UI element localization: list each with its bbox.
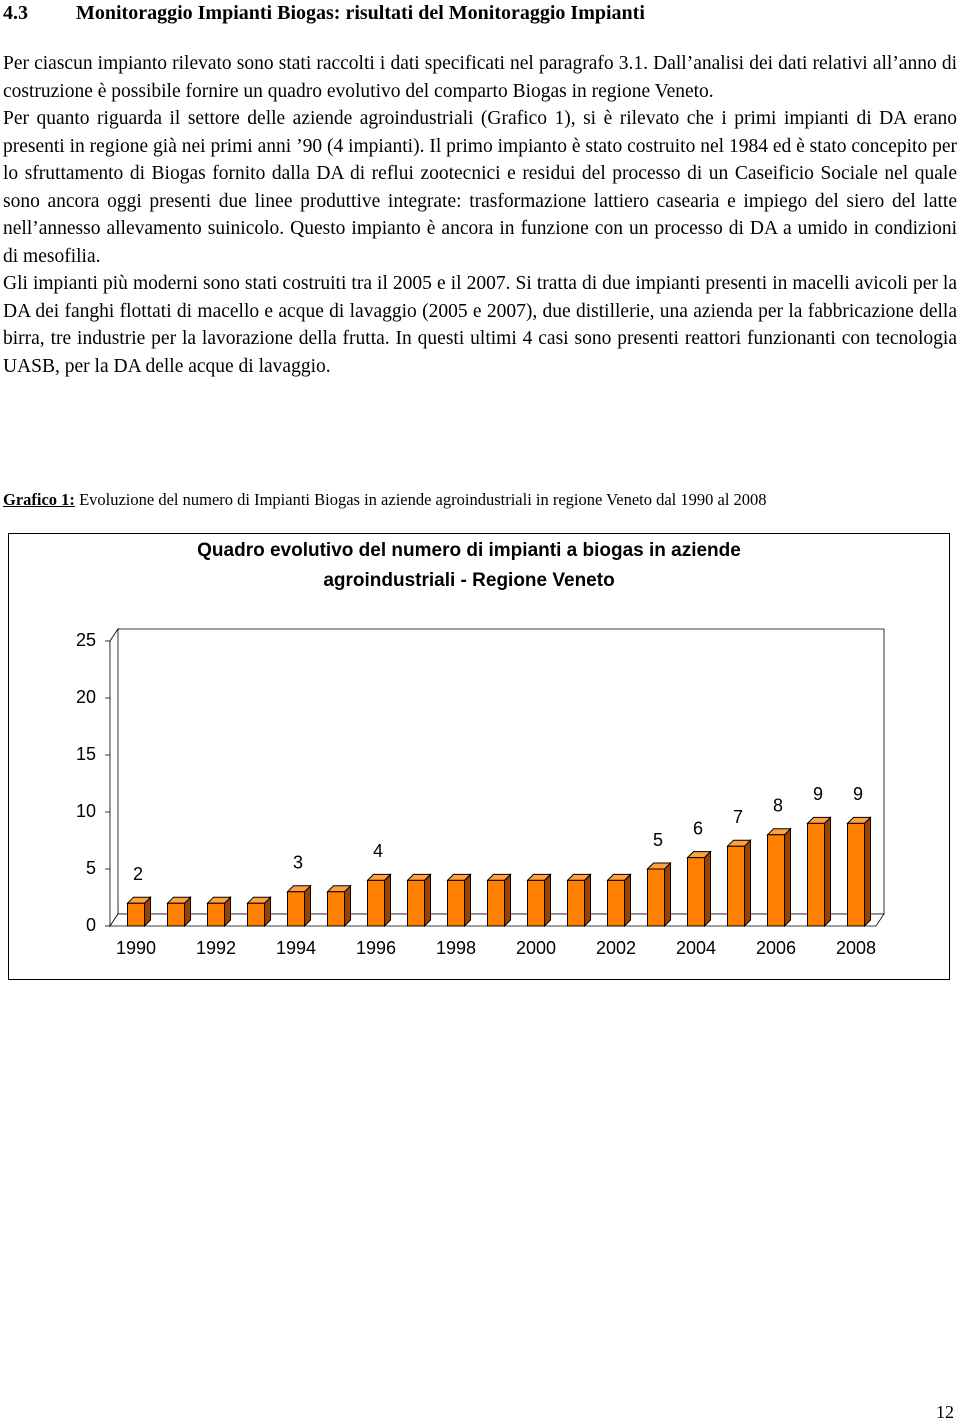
x-tick-label: 1990: [116, 938, 156, 958]
bar: [846, 816, 872, 928]
bar-front: [447, 879, 465, 927]
bar-front: [807, 822, 825, 927]
bar-side: [864, 816, 871, 928]
bar-front: [567, 879, 585, 927]
chart-title: Quadro evolutivo del numero di impianti …: [197, 540, 741, 591]
bar-front: [167, 902, 185, 927]
plot-side-wall: [109, 627, 119, 928]
bar: [246, 895, 272, 928]
bar-side: [824, 816, 831, 928]
bar-front: [327, 891, 345, 927]
x-tick-label: 2000: [516, 938, 556, 958]
x-tick-label: 1998: [436, 938, 476, 958]
bar: [326, 884, 352, 928]
bar-front: [647, 868, 665, 927]
bar-front: [527, 879, 545, 927]
y-tick-label: 10: [76, 801, 96, 821]
bar: [286, 884, 312, 928]
section-heading: 4.3 Monitoraggio Impianti Biogas: risulta…: [3, 0, 645, 26]
bar: [766, 827, 792, 928]
bar-side: [304, 884, 311, 928]
bar-front: [727, 845, 745, 927]
y-tick-label: 15: [76, 744, 96, 764]
section-title: Monitoraggio Impianti Biogas: risultati …: [76, 2, 645, 24]
y-tick-label: 0: [86, 915, 96, 935]
data-label: 9: [853, 784, 863, 804]
data-label: 7: [733, 807, 743, 827]
bar: [486, 873, 512, 928]
bar: [406, 873, 432, 928]
bar: [206, 895, 232, 928]
bar: [566, 873, 592, 928]
bar-front: [487, 879, 505, 927]
bar-side: [704, 850, 711, 928]
bar-side: [624, 873, 631, 928]
bar-side: [424, 873, 431, 928]
data-label: 6: [693, 818, 703, 838]
bar: [726, 838, 752, 928]
y-tick-label: 25: [76, 630, 96, 650]
bar-side: [344, 884, 351, 928]
data-label: 2: [133, 864, 143, 884]
bar-front: [247, 902, 265, 927]
caption: Grafico 1: Evoluzione del numero di Impi…: [3, 490, 767, 510]
chart-box: Quadro evolutivo del numero di impianti …: [8, 533, 950, 980]
bar-side: [744, 838, 751, 928]
x-tick-label: 2004: [676, 938, 716, 958]
bar-front: [767, 834, 785, 927]
bar-front: [407, 879, 425, 927]
paragraph: Gli impianti più moderni sono stati cost…: [3, 273, 957, 377]
y-tick-label: 20: [76, 687, 96, 707]
bar-front: [687, 857, 705, 927]
x-tick-label: 2006: [756, 938, 796, 958]
bar-front: [287, 891, 305, 927]
data-label: 4: [373, 841, 383, 861]
x-tick-label: 2002: [596, 938, 636, 958]
paragraph: Per quanto riguarda il settore delle azi…: [3, 108, 957, 267]
data-label: 9: [813, 784, 823, 804]
data-label: 8: [773, 796, 783, 816]
bar-front: [367, 879, 385, 927]
x-tick-label: 2008: [836, 938, 876, 958]
bar-side: [544, 873, 551, 928]
x-tick-label: 1994: [276, 938, 316, 958]
bar-front: [127, 902, 145, 927]
section-number: 4.3: [3, 2, 28, 24]
bar-side: [504, 873, 511, 928]
bar: [806, 816, 832, 928]
data-label: 5: [653, 830, 663, 850]
x-tick-label: 1996: [356, 938, 396, 958]
bar-front: [847, 822, 865, 927]
bar: [646, 861, 672, 928]
bar: [686, 850, 712, 928]
bar: [606, 873, 632, 928]
y-tick-label: 5: [86, 858, 96, 878]
bar-front: [207, 902, 225, 927]
bar: [446, 873, 472, 928]
data-label: 3: [293, 853, 303, 873]
bar-side: [664, 861, 671, 928]
body-text: Per ciascun impianto rilevato sono stati…: [3, 50, 957, 380]
bar-side: [384, 873, 391, 928]
bar: [366, 873, 392, 928]
caption-label: Grafico 1:: [3, 490, 75, 509]
paragraph: Per ciascun impianto rilevato sono stati…: [3, 53, 957, 102]
bar-front: [607, 879, 625, 927]
caption-text: Evoluzione del numero di Impianti Biogas…: [79, 490, 767, 509]
bar: [526, 873, 552, 928]
bar: [166, 895, 192, 928]
bar-side: [464, 873, 471, 928]
page-number: 12: [936, 1402, 954, 1422]
bar-side: [784, 827, 791, 928]
bar: [126, 895, 152, 928]
bar-side: [584, 873, 591, 928]
x-tick-label: 1992: [196, 938, 236, 958]
